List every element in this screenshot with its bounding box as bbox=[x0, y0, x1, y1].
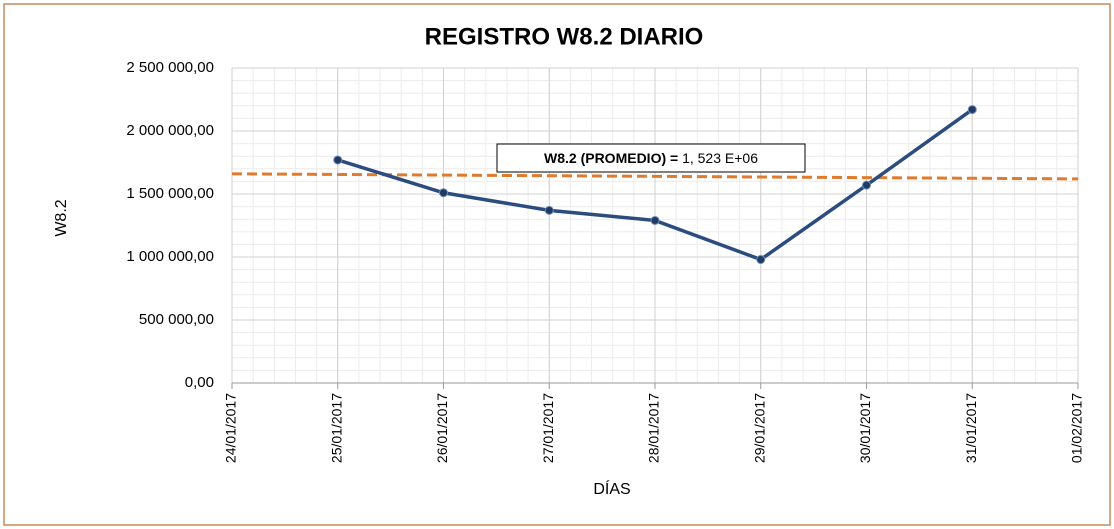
data-point bbox=[650, 215, 660, 225]
data-point bbox=[756, 255, 766, 265]
y-tick-label: 2 500 000,00 bbox=[126, 59, 214, 76]
x-tick-label: 30/01/2017 bbox=[857, 393, 873, 463]
marks: W8.2 (PROMEDIO) = 1, 523 E+06 bbox=[231, 105, 1079, 265]
x-tick-label: 31/01/2017 bbox=[963, 393, 979, 463]
chart-border bbox=[3, 3, 1111, 526]
x-tick-label: 28/01/2017 bbox=[646, 393, 662, 463]
chart-title: REGISTRO W8.2 DIARIO bbox=[425, 23, 704, 50]
x-tick-label: 27/01/2017 bbox=[540, 393, 556, 463]
grid bbox=[231, 67, 1079, 389]
y-tick-label: 2 000 000,00 bbox=[126, 122, 214, 139]
trend-line bbox=[231, 172, 1079, 181]
annotation-box bbox=[496, 143, 806, 173]
data-point bbox=[544, 205, 554, 215]
data-point bbox=[862, 180, 871, 190]
annotation: W8.2 (PROMEDIO) = 1, 523 E+06 bbox=[544, 150, 758, 166]
x-tick-label: 25/01/2017 bbox=[328, 393, 344, 463]
y-tick-label: 1 500 000,00 bbox=[126, 185, 214, 202]
x-tick-label: 26/01/2017 bbox=[434, 393, 450, 463]
y-tick-label: 1 000 000,00 bbox=[126, 248, 214, 265]
data-point bbox=[967, 105, 977, 115]
y-axis-label: W8.2 bbox=[53, 199, 70, 236]
x-axis-label: DÍAS bbox=[593, 479, 630, 498]
annotation-value: 1, 523 E+06 bbox=[682, 150, 758, 166]
x-tick-label: 24/01/2017 bbox=[223, 393, 239, 463]
x-tick-label: 01/02/2017 bbox=[1069, 393, 1085, 463]
data-point bbox=[333, 155, 343, 165]
annotation-label: W8.2 (PROMEDIO) = bbox=[544, 150, 678, 166]
x-tick-label: 29/01/2017 bbox=[751, 393, 767, 463]
data-point bbox=[439, 188, 448, 198]
y-tick-label: 0,00 bbox=[185, 374, 214, 391]
y-tick-label: 500 000,00 bbox=[139, 311, 214, 328]
